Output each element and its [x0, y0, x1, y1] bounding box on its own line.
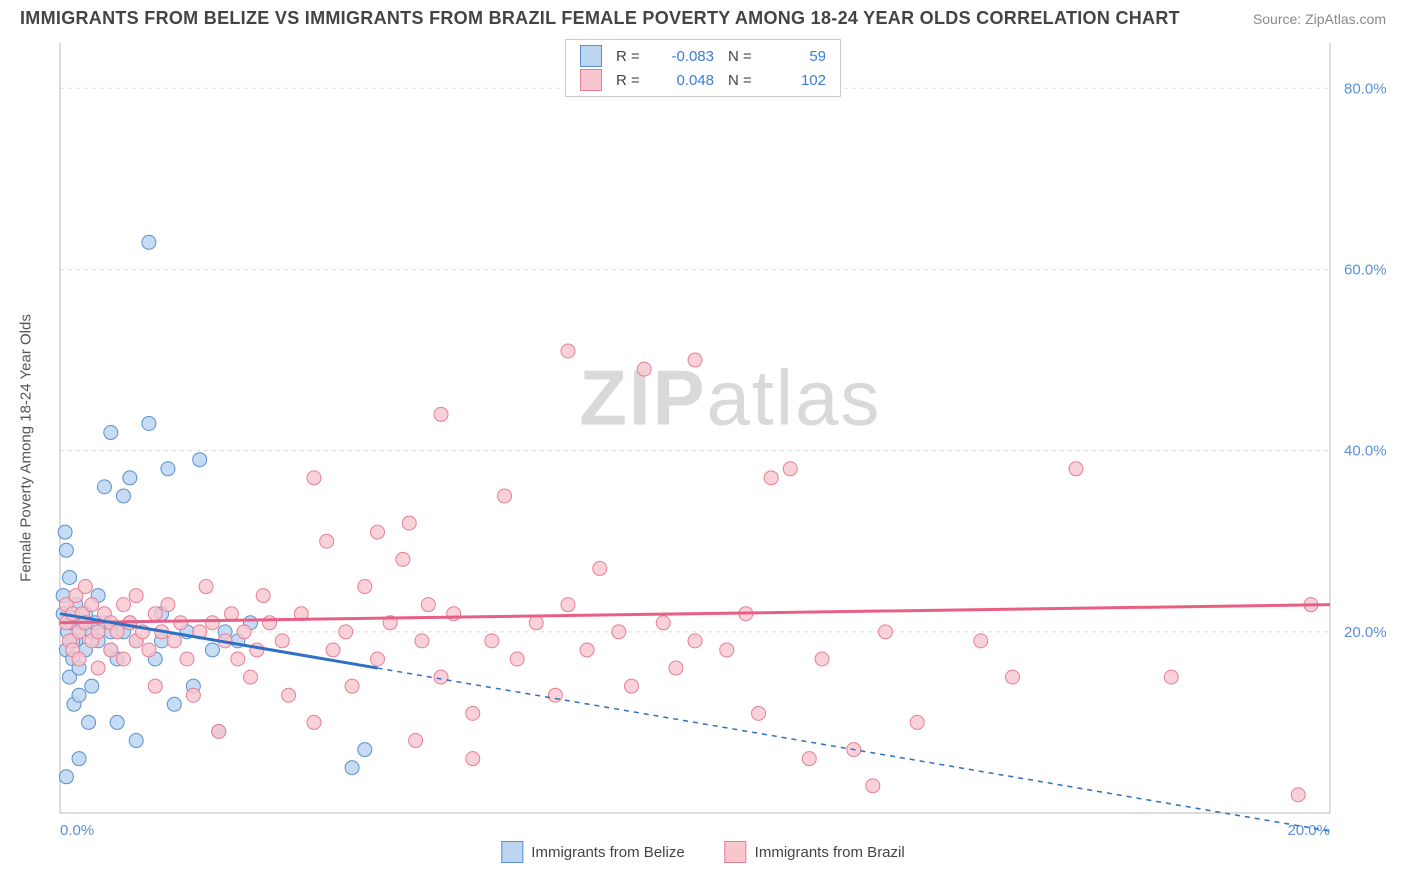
source-label: Source: ZipAtlas.com — [1253, 11, 1386, 27]
chart-title: IMMIGRANTS FROM BELIZE VS IMMIGRANTS FRO… — [20, 8, 1180, 29]
chart-area: Female Poverty Among 18-24 Year Olds ZIP… — [20, 33, 1386, 863]
legend-swatch-belize — [580, 45, 602, 67]
svg-text:40.0%: 40.0% — [1344, 443, 1386, 460]
svg-text:80.0%: 80.0% — [1344, 80, 1386, 97]
chart-header: IMMIGRANTS FROM BELIZE VS IMMIGRANTS FRO… — [0, 0, 1406, 33]
legend-swatch-belize — [501, 841, 523, 863]
legend-series: Immigrants from Belize Immigrants from B… — [501, 841, 904, 863]
svg-text:60.0%: 60.0% — [1344, 261, 1386, 278]
legend-item-brazil: Immigrants from Brazil — [725, 841, 905, 863]
legend-stats-row: R = 0.048 N = 102 — [580, 68, 826, 92]
scatter-plot: 20.0% 40.0% 60.0% 80.0% 0.0% 20.0% — [20, 33, 1386, 863]
svg-text:0.0%: 0.0% — [60, 822, 94, 839]
legend-swatch-brazil — [580, 69, 602, 91]
legend-stats: R = -0.083 N = 59 R = 0.048 N = 102 — [565, 39, 841, 97]
svg-text:20.0%: 20.0% — [1287, 822, 1330, 839]
legend-stats-row: R = -0.083 N = 59 — [580, 44, 826, 68]
legend-item-belize: Immigrants from Belize — [501, 841, 684, 863]
legend-swatch-brazil — [725, 841, 747, 863]
svg-text:20.0%: 20.0% — [1344, 624, 1386, 641]
